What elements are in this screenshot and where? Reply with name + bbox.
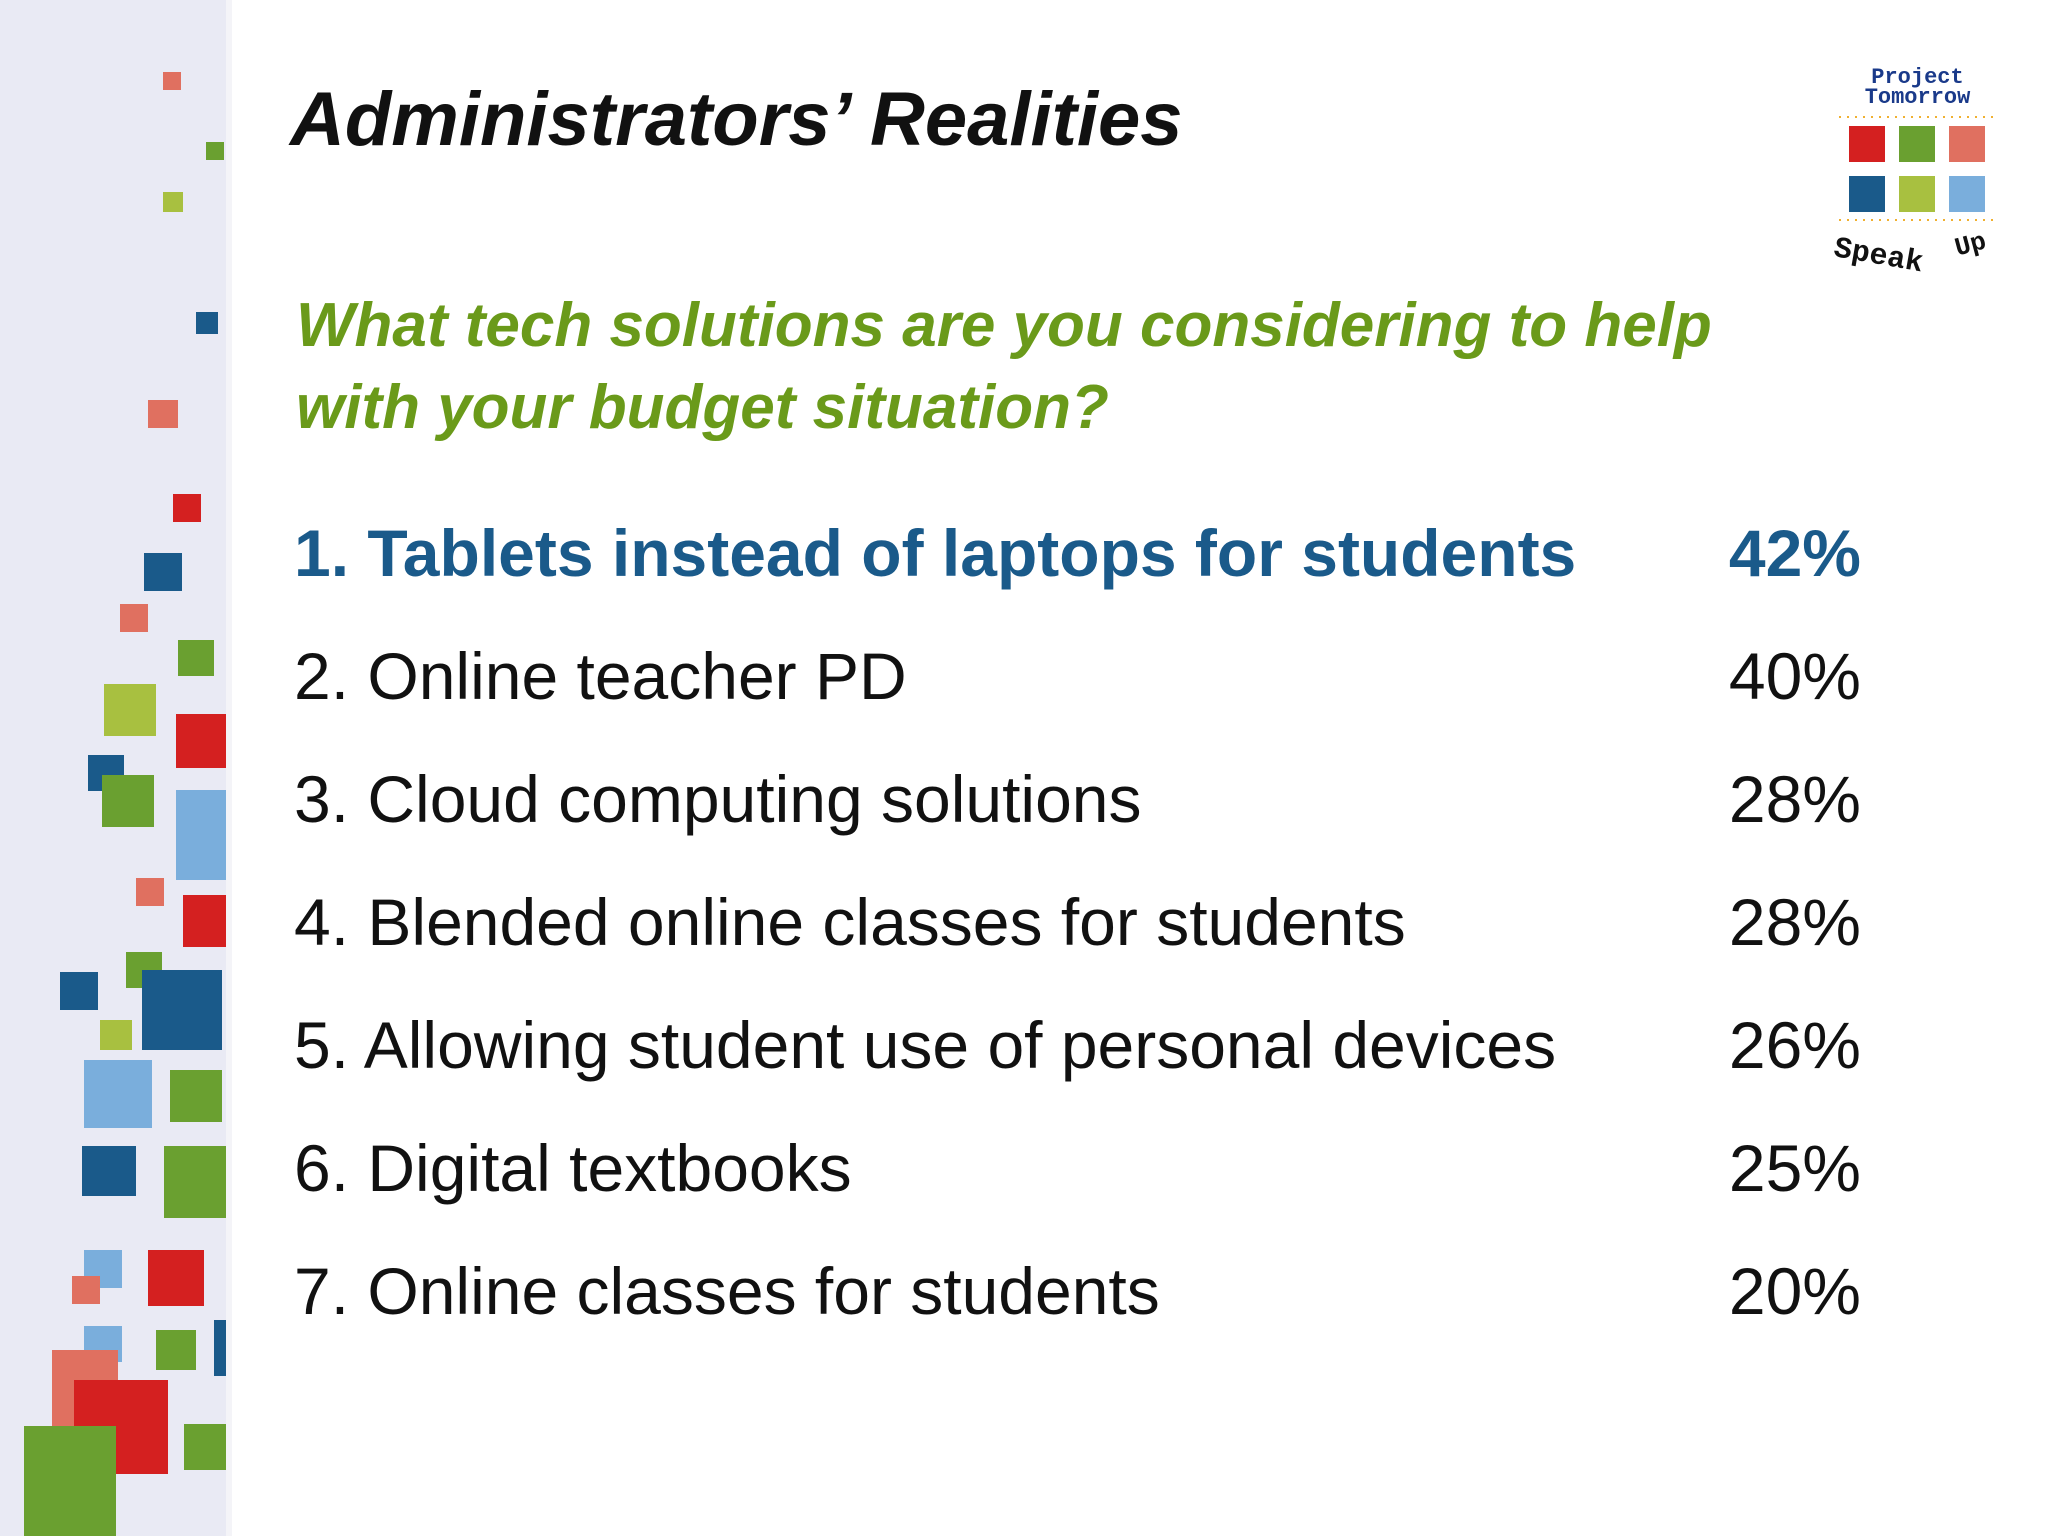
logo-text: Project bbox=[1871, 65, 1964, 90]
item-label: 4. Blended online classes for students bbox=[294, 885, 1406, 959]
item-percent: 25% bbox=[1728, 1131, 1861, 1205]
logo-text: Speak bbox=[1831, 232, 1926, 282]
item-label: 5. Allowing student use of personal devi… bbox=[294, 1008, 1557, 1082]
item-percent: 28% bbox=[1728, 762, 1861, 836]
slide-title: Administrators’ Realities bbox=[290, 77, 1183, 162]
item-percent: 42% bbox=[1728, 516, 1861, 590]
item-percent: 28% bbox=[1728, 885, 1861, 959]
item-label: 6. Digital textbooks bbox=[294, 1131, 852, 1205]
question-line: What tech solutions are you considering … bbox=[296, 291, 1712, 360]
item-percent: 20% bbox=[1728, 1254, 1861, 1328]
item-percent: 40% bbox=[1728, 639, 1861, 713]
logo-squares bbox=[1839, 116, 1995, 221]
item-percent: 26% bbox=[1728, 1008, 1861, 1082]
logo-text: Tomorrow bbox=[1864, 85, 1971, 110]
item-label: 2. Online teacher PD bbox=[294, 639, 907, 713]
question-line: with your budget situation? bbox=[296, 373, 1109, 442]
logo-text: Up bbox=[1951, 226, 1990, 264]
item-label: 7. Online classes for students bbox=[294, 1254, 1160, 1328]
item-label: 1. Tablets instead of laptops for studen… bbox=[294, 516, 1577, 590]
item-label: 3. Cloud computing solutions bbox=[294, 762, 1142, 836]
sidebar-decoration bbox=[0, 0, 232, 1536]
